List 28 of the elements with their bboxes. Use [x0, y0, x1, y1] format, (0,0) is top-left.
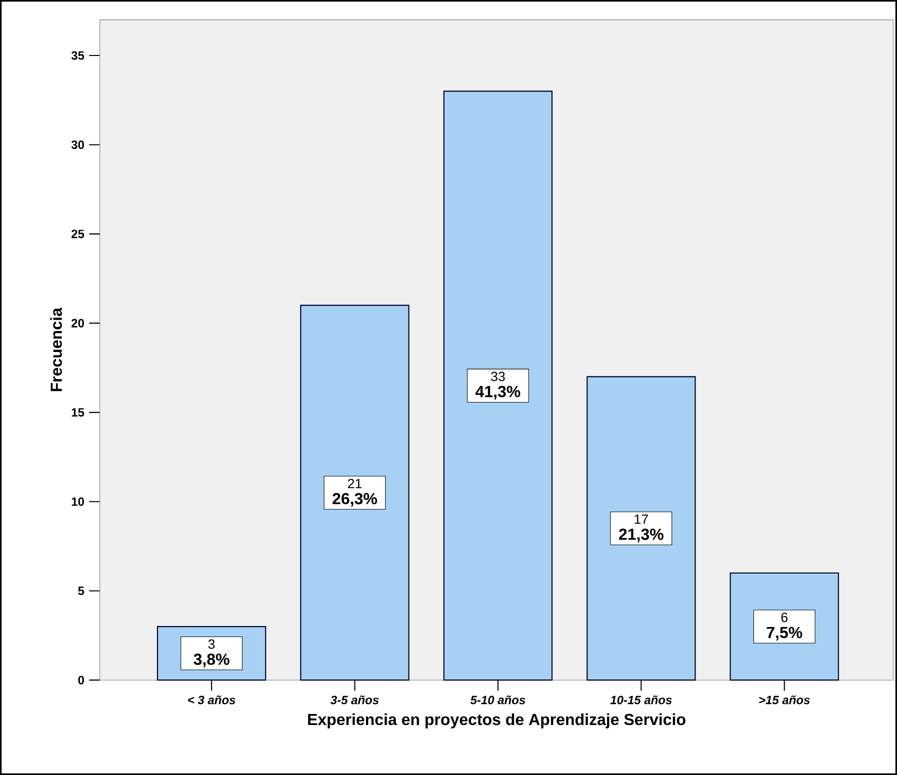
- data-label: 6: [781, 612, 788, 622]
- data-label: 33: [491, 372, 505, 382]
- annotation: 21,3%: [619, 528, 664, 542]
- y-tick-label: 20: [72, 318, 84, 328]
- bar: [443, 90, 553, 681]
- x-tick-label: < 3 años: [188, 696, 236, 704]
- x-axis-title: Experiencia en proyectos de Aprendizaje Servicio: [308, 713, 686, 728]
- y-tick-label: 25: [72, 230, 84, 238]
- bar: [586, 376, 696, 681]
- annotation: 41,3%: [476, 386, 520, 400]
- data-label: 17: [634, 514, 648, 524]
- y-tick-label: 15: [72, 408, 84, 417]
- x-tick-label: 3-5 años: [330, 696, 379, 704]
- data-label: 3: [208, 639, 215, 649]
- y-tick-label: 10: [72, 497, 84, 506]
- bar: [300, 304, 410, 681]
- x-tick-label: 10-15 años: [610, 696, 672, 704]
- x-tick-label: 5-10 años: [470, 696, 526, 704]
- annotation: 7,5%: [766, 626, 802, 640]
- annotation: 3,8%: [194, 654, 230, 668]
- y-tick-label: 30: [71, 140, 84, 150]
- x-tick-label: >15 años: [759, 696, 810, 704]
- y-tick-label: 0: [78, 676, 84, 684]
- y-axis-title: Frecuencia: [50, 308, 62, 392]
- annotation: 26,3%: [332, 492, 378, 507]
- y-tick-label: 5: [78, 586, 84, 596]
- data-label: 21: [348, 478, 362, 488]
- y-tick-label: 35: [71, 51, 84, 60]
